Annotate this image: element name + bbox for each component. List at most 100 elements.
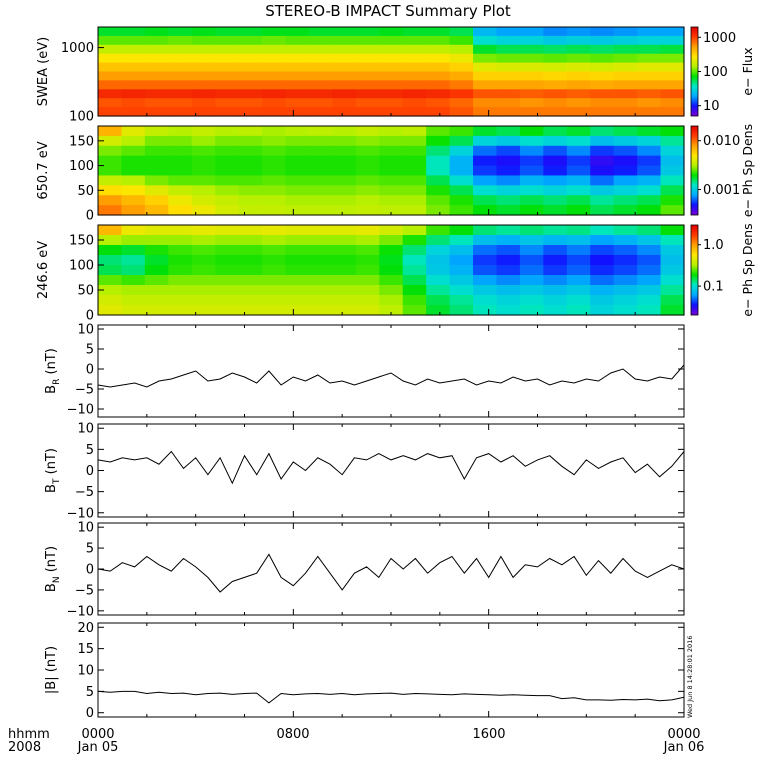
heatmap-cell [98, 126, 123, 137]
heatmap-cell [496, 255, 521, 266]
heatmap-cell [168, 235, 193, 246]
heatmap-cell [613, 245, 638, 256]
heatmap-cell [566, 53, 591, 64]
heatmap-cell [566, 195, 591, 206]
panel-7: 20 15 10 5 0 |B| (nT) [44, 621, 685, 721]
heatmap-cell [519, 275, 544, 286]
panel-frame [97, 622, 685, 718]
heatmap-cell [613, 275, 638, 286]
heatmap-cell [449, 27, 474, 37]
heatmap-cell [379, 126, 404, 137]
heatmap-cell [426, 225, 451, 236]
heatmap-cell [379, 62, 404, 73]
heatmap-cell [543, 44, 568, 55]
heatmap-cell [191, 255, 216, 266]
colorbar [690, 224, 699, 316]
heatmap-cell [637, 245, 662, 256]
heatmap-cell [426, 175, 451, 186]
heatmap-cell [637, 98, 662, 108]
heatmap-cell [637, 175, 662, 186]
heatmap-cell [637, 35, 662, 46]
heatmap-cell [590, 255, 615, 266]
heatmap-cell [238, 80, 263, 90]
heatmap-cell [355, 53, 380, 64]
x-tick-label-2: 1600 [472, 727, 505, 742]
heatmap-cell [191, 89, 216, 99]
panel-6: 10 5 0 −5 −10 BN (nT) [44, 521, 685, 619]
heatmap-cell [637, 225, 662, 236]
heatmap-cell [426, 80, 451, 90]
heatmap-cell [473, 71, 498, 81]
heatmap-cell [566, 275, 591, 286]
heatmap-cell [519, 155, 544, 167]
heatmap-cell [449, 265, 474, 276]
heatmap-cell [332, 165, 357, 177]
heatmap-cell [379, 185, 404, 196]
heatmap-cell [543, 35, 568, 46]
heatmap-cell [355, 255, 380, 266]
heatmap-cell [144, 185, 169, 196]
heatmap-cell [519, 107, 544, 117]
heatmap-cell [308, 62, 333, 73]
heatmap-cell [590, 44, 615, 55]
y-tick-label: 0 [86, 363, 94, 378]
heatmap-cell [285, 225, 310, 236]
heatmap-cell [426, 89, 451, 99]
heatmap-cell [215, 71, 240, 81]
heatmap-cell [566, 35, 591, 46]
heatmap-cell [613, 305, 638, 316]
heatmap-cell [402, 245, 427, 256]
corner-label-hhmm: hhmm [8, 727, 50, 742]
heatmap-cell [473, 255, 498, 266]
heatmap-cell [355, 89, 380, 99]
heatmap-cell [168, 185, 193, 196]
heatmap-cell [473, 165, 498, 177]
heatmap-cell [402, 305, 427, 316]
heatmap-cell [144, 305, 169, 316]
heatmap-cell [308, 255, 333, 266]
heatmap-cell [660, 195, 685, 206]
heatmap-cell [98, 165, 123, 177]
heatmap-cell [426, 245, 451, 256]
heatmap-cell [285, 145, 310, 157]
heatmap-cell [613, 195, 638, 206]
heatmap-cell [660, 71, 685, 81]
heatmap-cell [379, 205, 404, 216]
heatmap-cell [98, 155, 123, 167]
heatmap-cell [637, 155, 662, 167]
heatmap-cell [215, 275, 240, 286]
heatmap-cell [144, 98, 169, 108]
heatmap-cell [355, 265, 380, 276]
heatmap-cell [215, 155, 240, 167]
colorbar-tick-label: 10 [703, 99, 720, 114]
plot-timestamp: Wed Jun 8 14:28:01 2016 [686, 636, 694, 718]
heatmap-cell [332, 53, 357, 64]
heatmap-cell [426, 195, 451, 206]
heatmap-cell [355, 98, 380, 108]
heatmap-cell [191, 225, 216, 236]
heatmap-cell [496, 205, 521, 216]
heatmap-cell [308, 44, 333, 55]
heatmap-cell [191, 205, 216, 216]
heatmap-cell [121, 285, 146, 296]
heatmap-cell [332, 245, 357, 256]
heatmap-cell [191, 175, 216, 186]
corner-label-year: 2008 [8, 740, 41, 755]
heatmap-cell [238, 305, 263, 316]
heatmap-cell [473, 305, 498, 316]
heatmap-cell [519, 285, 544, 296]
heatmap-cell [215, 175, 240, 186]
heatmap-cell [121, 71, 146, 81]
heatmap-cell [496, 265, 521, 276]
heatmap-cell [426, 265, 451, 276]
heatmap-cell [379, 245, 404, 256]
heatmap-cell [402, 205, 427, 216]
heatmap-cell [238, 53, 263, 64]
heatmap-cell [566, 295, 591, 306]
y-tick-label: −10 [67, 604, 94, 619]
heatmap-cell [379, 155, 404, 167]
heatmap-cell [566, 185, 591, 196]
heatmap-cell [238, 135, 263, 147]
heatmap-cell [98, 275, 123, 286]
heatmap-cell [637, 195, 662, 206]
